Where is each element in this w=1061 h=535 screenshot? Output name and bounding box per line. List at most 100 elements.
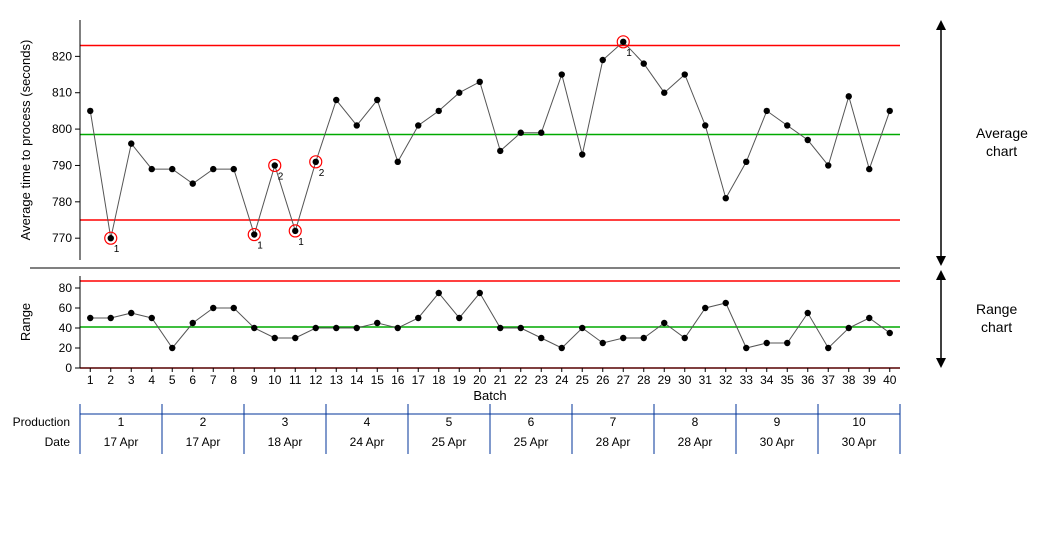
rng-data-point bbox=[87, 315, 93, 321]
rng-data-point bbox=[108, 315, 114, 321]
rng-data-point bbox=[251, 325, 257, 331]
avg-data-point bbox=[682, 71, 688, 77]
rng-data-point bbox=[538, 335, 544, 341]
batch-tick-label: 30 bbox=[678, 373, 692, 387]
batch-tick-label: 9 bbox=[251, 373, 258, 387]
x-axis-label: Batch bbox=[473, 388, 506, 403]
avg-data-point bbox=[128, 140, 134, 146]
production-date: 28 Apr bbox=[678, 435, 713, 449]
batch-tick-label: 21 bbox=[494, 373, 508, 387]
rng-data-point bbox=[600, 340, 606, 346]
batch-tick-label: 40 bbox=[883, 373, 897, 387]
batch-tick-label: 15 bbox=[371, 373, 385, 387]
avg-y-tick-label: 820 bbox=[52, 49, 72, 63]
rng-data-point bbox=[784, 340, 790, 346]
batch-tick-label: 36 bbox=[801, 373, 815, 387]
production-number: 10 bbox=[852, 415, 866, 429]
side-label-svg: AveragechartRangechart bbox=[921, 10, 1051, 470]
batch-tick-label: 17 bbox=[412, 373, 426, 387]
batch-tick-label: 2 bbox=[107, 373, 114, 387]
batch-tick-label: 31 bbox=[699, 373, 713, 387]
avg-data-point bbox=[825, 162, 831, 168]
batch-tick-label: 12 bbox=[309, 373, 323, 387]
rng-y-tick-label: 0 bbox=[65, 361, 72, 375]
avg-y-tick-label: 790 bbox=[52, 158, 72, 172]
batch-tick-label: 22 bbox=[514, 373, 528, 387]
avg-series-line bbox=[90, 42, 890, 238]
avg-data-point bbox=[231, 166, 237, 172]
production-number: 5 bbox=[446, 415, 453, 429]
rng-data-point bbox=[846, 325, 852, 331]
avg-data-point bbox=[538, 130, 544, 136]
violation-label: 2 bbox=[278, 171, 284, 182]
rng-data-point bbox=[456, 315, 462, 321]
rng-series-line bbox=[90, 293, 890, 348]
avg-data-point bbox=[887, 108, 893, 114]
rng-data-point bbox=[723, 300, 729, 306]
production-number: 2 bbox=[200, 415, 207, 429]
rng-data-point bbox=[497, 325, 503, 331]
avg-data-point bbox=[436, 108, 442, 114]
production-left-label-2: Date bbox=[45, 435, 71, 449]
violation-label: 1 bbox=[114, 244, 120, 255]
avg-y-axis-label: Average time to process (seconds) bbox=[18, 40, 33, 241]
batch-tick-label: 38 bbox=[842, 373, 856, 387]
production-number: 4 bbox=[364, 415, 371, 429]
batch-tick-label: 10 bbox=[268, 373, 282, 387]
avg-data-point bbox=[866, 166, 872, 172]
control-chart-svg: 112121770780790800810820Average time to … bbox=[10, 10, 920, 470]
rng-y-tick-label: 60 bbox=[59, 301, 73, 315]
rng-data-point bbox=[169, 345, 175, 351]
avg-data-point bbox=[374, 97, 380, 103]
chart-container: 112121770780790800810820Average time to … bbox=[10, 10, 1051, 525]
avg-data-point bbox=[559, 71, 565, 77]
batch-tick-label: 33 bbox=[740, 373, 754, 387]
batch-tick-label: 25 bbox=[576, 373, 590, 387]
rng-data-point bbox=[805, 310, 811, 316]
avg-data-point bbox=[743, 159, 749, 165]
batch-tick-label: 8 bbox=[230, 373, 237, 387]
batch-tick-label: 23 bbox=[535, 373, 549, 387]
avg-data-point bbox=[764, 108, 770, 114]
avg-data-point bbox=[251, 231, 257, 237]
batch-tick-label: 27 bbox=[617, 373, 631, 387]
avg-data-point bbox=[333, 97, 339, 103]
production-date: 25 Apr bbox=[514, 435, 549, 449]
batch-tick-label: 18 bbox=[432, 373, 446, 387]
rng-data-point bbox=[661, 320, 667, 326]
production-date: 28 Apr bbox=[596, 435, 631, 449]
avg-data-point bbox=[477, 79, 483, 85]
avg-data-point bbox=[415, 122, 421, 128]
avg-data-point bbox=[456, 90, 462, 96]
avg-side-label: Averagechart bbox=[976, 125, 1028, 159]
rng-data-point bbox=[764, 340, 770, 346]
avg-data-point bbox=[313, 159, 319, 165]
rng-data-point bbox=[825, 345, 831, 351]
batch-tick-label: 29 bbox=[658, 373, 672, 387]
batch-tick-label: 32 bbox=[719, 373, 733, 387]
chart-column: 112121770780790800810820Average time to … bbox=[10, 10, 921, 525]
production-left-label-1: Production bbox=[13, 415, 70, 429]
batch-tick-label: 19 bbox=[453, 373, 467, 387]
avg-data-point bbox=[784, 122, 790, 128]
rng-data-point bbox=[436, 290, 442, 296]
batch-tick-label: 24 bbox=[555, 373, 569, 387]
avg-data-point bbox=[169, 166, 175, 172]
rng-data-point bbox=[374, 320, 380, 326]
batch-tick-label: 16 bbox=[391, 373, 405, 387]
rng-data-point bbox=[272, 335, 278, 341]
production-date: 25 Apr bbox=[432, 435, 467, 449]
production-number: 7 bbox=[610, 415, 617, 429]
avg-data-point bbox=[395, 159, 401, 165]
avg-data-point bbox=[108, 235, 114, 241]
batch-tick-label: 6 bbox=[189, 373, 196, 387]
rng-data-point bbox=[518, 325, 524, 331]
batch-tick-label: 20 bbox=[473, 373, 487, 387]
rng-y-axis-label: Range bbox=[18, 303, 33, 341]
avg-data-point bbox=[620, 39, 626, 45]
avg-y-tick-label: 800 bbox=[52, 122, 72, 136]
production-number: 1 bbox=[118, 415, 125, 429]
production-date: 24 Apr bbox=[350, 435, 385, 449]
rng-data-point bbox=[313, 325, 319, 331]
rng-data-point bbox=[866, 315, 872, 321]
